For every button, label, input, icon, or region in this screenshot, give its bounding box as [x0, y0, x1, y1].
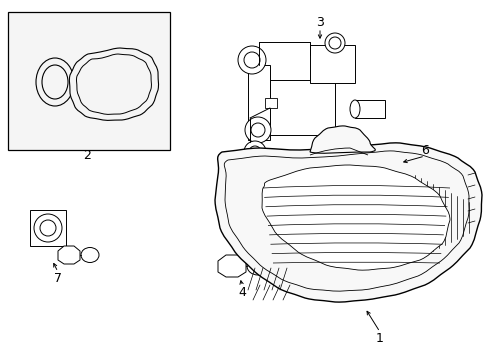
Ellipse shape: [369, 163, 379, 177]
PathPatch shape: [309, 126, 375, 153]
Text: 1: 1: [375, 332, 383, 345]
Ellipse shape: [81, 248, 99, 262]
Circle shape: [238, 46, 265, 74]
Text: 6: 6: [420, 144, 428, 157]
Circle shape: [250, 123, 264, 137]
Bar: [8, 12, 170, 150]
Text: 3: 3: [315, 15, 323, 28]
Circle shape: [40, 220, 56, 236]
FancyBboxPatch shape: [372, 161, 414, 179]
Ellipse shape: [246, 257, 268, 275]
Text: 5: 5: [320, 198, 328, 212]
Circle shape: [34, 214, 62, 242]
PathPatch shape: [215, 143, 481, 302]
Text: 2: 2: [83, 149, 91, 162]
PathPatch shape: [224, 151, 468, 291]
Circle shape: [244, 117, 270, 143]
Ellipse shape: [280, 202, 309, 226]
Bar: [247, 65, 269, 140]
PathPatch shape: [76, 54, 151, 114]
Bar: [309, 45, 354, 83]
Polygon shape: [218, 255, 245, 277]
Bar: [354, 100, 384, 118]
Bar: [30, 210, 66, 246]
Circle shape: [244, 52, 260, 68]
Ellipse shape: [409, 166, 415, 174]
Text: 4: 4: [238, 285, 245, 298]
Ellipse shape: [36, 58, 74, 106]
PathPatch shape: [262, 165, 449, 270]
Circle shape: [248, 146, 261, 158]
Ellipse shape: [349, 100, 359, 118]
Bar: [269, 80, 334, 135]
Polygon shape: [243, 200, 279, 228]
Bar: [264, 98, 276, 108]
Circle shape: [328, 37, 340, 49]
Ellipse shape: [42, 65, 68, 99]
Circle shape: [244, 141, 265, 163]
PathPatch shape: [69, 48, 158, 120]
Polygon shape: [58, 246, 80, 264]
Text: 7: 7: [54, 271, 62, 284]
Circle shape: [325, 33, 345, 53]
